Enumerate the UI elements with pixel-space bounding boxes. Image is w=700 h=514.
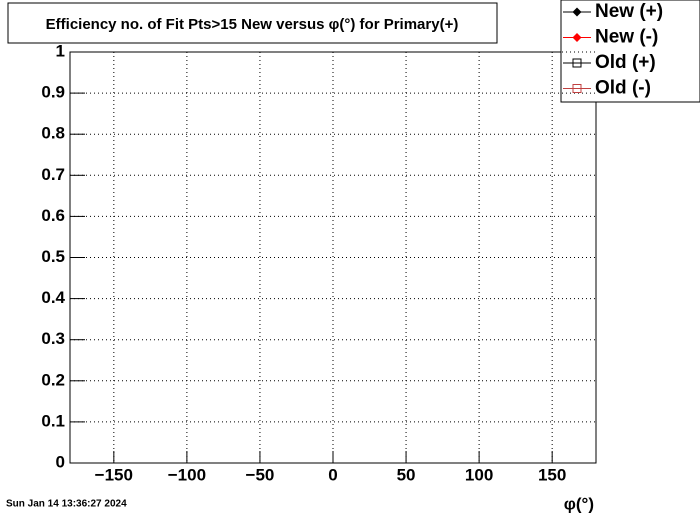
legend-marker [572,58,582,68]
chart-title: Efficiency no. of Fit Pts>15 New versus … [46,16,459,33]
x-tick-label: −50 [246,465,275,484]
y-tick-label: 0.6 [41,206,65,225]
x-axis-label: φ(°) [564,494,594,513]
y-tick-label: 0.7 [41,165,65,184]
y-tick-label: 0.5 [41,247,65,266]
y-tick-label: 0.9 [41,83,65,102]
y-tick-label: 0 [56,452,65,471]
y-tick-label: 0.3 [41,329,65,348]
x-tick-label: 50 [397,465,416,484]
legend-label: Old (+) [595,52,656,73]
x-tick-label: 100 [465,465,493,484]
x-tick-label: −150 [95,465,133,484]
legend-box [560,0,700,103]
legend-label: New (+) [595,1,663,22]
x-tick-label: 0 [328,465,337,484]
legend-marker [572,33,582,42]
y-tick-label: 0.1 [41,411,65,430]
x-tick-label: 150 [538,465,566,484]
y-tick-label: 0.8 [41,124,65,143]
y-tick-label: 1 [56,41,65,60]
legend-label: Old (-) [595,78,651,99]
y-tick-label: 0.2 [41,370,65,389]
x-tick-label: −100 [168,465,206,484]
legend-label: New (-) [595,27,658,48]
legend-marker [572,7,582,17]
y-tick-label: 0.4 [41,288,65,307]
timestamp: Sun Jan 14 13:36:27 2024 [6,499,127,510]
legend-marker [572,84,582,93]
title-box [7,2,498,44]
